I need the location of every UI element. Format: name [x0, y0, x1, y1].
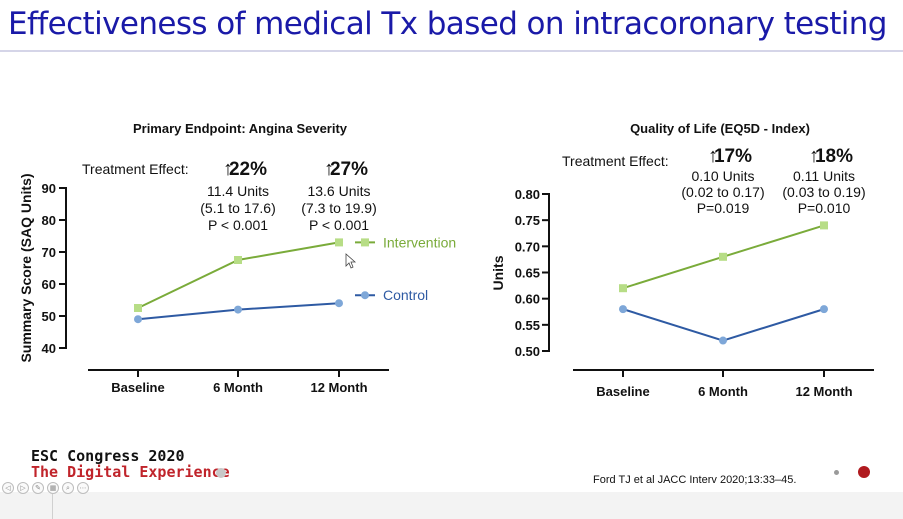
mouse-cursor-icon	[345, 253, 357, 269]
y-tick-label: 0.70	[515, 239, 540, 254]
treatment-effect-detail: (0.02 to 0.17)	[681, 184, 764, 200]
up-arrow-icon: ↑	[223, 158, 233, 180]
intervention-legend-label: Intervention	[383, 234, 456, 250]
intervention-data-point	[134, 304, 142, 312]
treatment-effect-detail: 0.10 Units	[691, 168, 754, 184]
x-tick-label: 6 Month	[698, 384, 748, 399]
treatment-effect-detail: 13.6 Units	[307, 183, 370, 199]
conference-name: ESC Congress 2020	[31, 447, 185, 465]
control-data-point	[134, 315, 142, 324]
up-arrow-icon: ↑	[324, 158, 334, 180]
up-arrow-icon: ↑	[708, 145, 718, 167]
treatment-effect-detail: 0.11 Units	[793, 168, 855, 184]
y-tick-label: 90	[42, 181, 56, 196]
treatment-effect-detail: P=0.010	[798, 200, 851, 216]
treatment-effect-detail: (0.03 to 0.19)	[782, 184, 865, 200]
treatment-effect-detail: P=0.019	[697, 200, 750, 216]
x-tick-label: Baseline	[596, 384, 649, 399]
treatment-effect-detail: P < 0.001	[309, 217, 369, 233]
treatment-effect-detail: 11.4 Units	[207, 183, 269, 199]
treatment-effect-detail: P < 0.001	[208, 217, 268, 233]
decorative-dot	[216, 468, 226, 478]
x-tick-label: 6 Month	[213, 380, 263, 395]
angina-severity-chart: Primary Endpoint: Angina Severity Treatme…	[18, 121, 456, 395]
y-tick-label: 0.80	[515, 187, 540, 202]
citation: Ford TJ et al JACC Interv 2020;13:33–45.	[593, 474, 797, 486]
x-tick-label: 12 Month	[795, 384, 852, 399]
intervention-legend-marker	[361, 238, 369, 247]
y-axis-label: Units	[490, 255, 506, 290]
slides-grid-icon[interactable]: ▦	[47, 482, 59, 494]
title-divider	[0, 50, 903, 52]
y-tick-label: 0.75	[515, 213, 540, 228]
control-data-point	[234, 305, 242, 314]
prev-slide-icon[interactable]: ◁	[2, 482, 14, 494]
treatment-effect-percent: 27%	[330, 159, 368, 180]
y-tick-label: 40	[42, 341, 56, 356]
presentation-toolbar: ◁ ▷ ✎ ▦ ⌕ ⋯	[2, 482, 89, 496]
intervention-data-point	[820, 221, 828, 230]
control-data-point	[820, 305, 828, 314]
pen-icon[interactable]: ✎	[32, 482, 44, 494]
more-options-icon[interactable]: ⋯	[77, 482, 89, 494]
play-icon[interactable]: ▷	[17, 482, 29, 494]
treatment-effect-percent: 17%	[714, 146, 752, 167]
slide: Effectiveness of medical Tx based on int…	[0, 0, 903, 492]
y-tick-label: 70	[42, 245, 56, 260]
x-tick-label: 12 Month	[310, 380, 367, 395]
control-data-point	[719, 336, 727, 345]
chart-title: Primary Endpoint: Angina Severity	[133, 121, 348, 136]
slide-title: Effectiveness of medical Tx based on int…	[8, 6, 887, 42]
quality-of-life-chart: Quality of Life (EQ5D - Index) Treatment …	[490, 121, 874, 399]
treatment-effect-label: Treatment Effect:	[562, 153, 669, 169]
divider	[52, 494, 53, 519]
y-tick-label: 50	[42, 309, 56, 324]
control-data-point	[619, 305, 627, 314]
y-tick-label: 60	[42, 277, 56, 292]
chart-title: Quality of Life (EQ5D - Index)	[630, 121, 810, 136]
y-tick-label: 0.50	[515, 344, 540, 359]
y-axis-label: Summary Score (SAQ Units)	[18, 173, 34, 362]
treatment-effect-detail: (7.3 to 19.9)	[301, 200, 377, 216]
conference-subtitle: The Digital Experience	[31, 463, 230, 481]
intervention-data-point	[719, 252, 727, 261]
decorative-dot	[858, 466, 870, 478]
y-tick-label: 0.55	[515, 318, 540, 333]
intervention-data-point	[619, 284, 627, 293]
treatment-effect-detail: (5.1 to 17.6)	[200, 200, 276, 216]
up-arrow-icon: ↑	[809, 145, 819, 167]
zoom-icon[interactable]: ⌕	[62, 482, 74, 494]
control-series-line	[622, 308, 825, 342]
y-tick-label: 0.60	[515, 292, 540, 307]
intervention-data-point	[335, 238, 343, 247]
control-legend-label: Control	[383, 287, 428, 303]
treatment-effect-percent: 22%	[229, 159, 267, 180]
x-tick-label: Baseline	[111, 380, 164, 395]
y-tick-label: 80	[42, 213, 56, 228]
y-tick-label: 0.65	[515, 266, 540, 281]
treatment-effect-percent: 18%	[815, 146, 853, 167]
intervention-series-line	[137, 241, 340, 309]
decorative-dot	[834, 470, 839, 475]
control-data-point	[335, 299, 343, 308]
treatment-effect-label: Treatment Effect:	[82, 161, 189, 177]
conference-branding: ESC Congress 2020 The Digital Experience	[31, 448, 230, 480]
intervention-data-point	[234, 256, 242, 264]
control-legend-marker	[361, 291, 369, 300]
